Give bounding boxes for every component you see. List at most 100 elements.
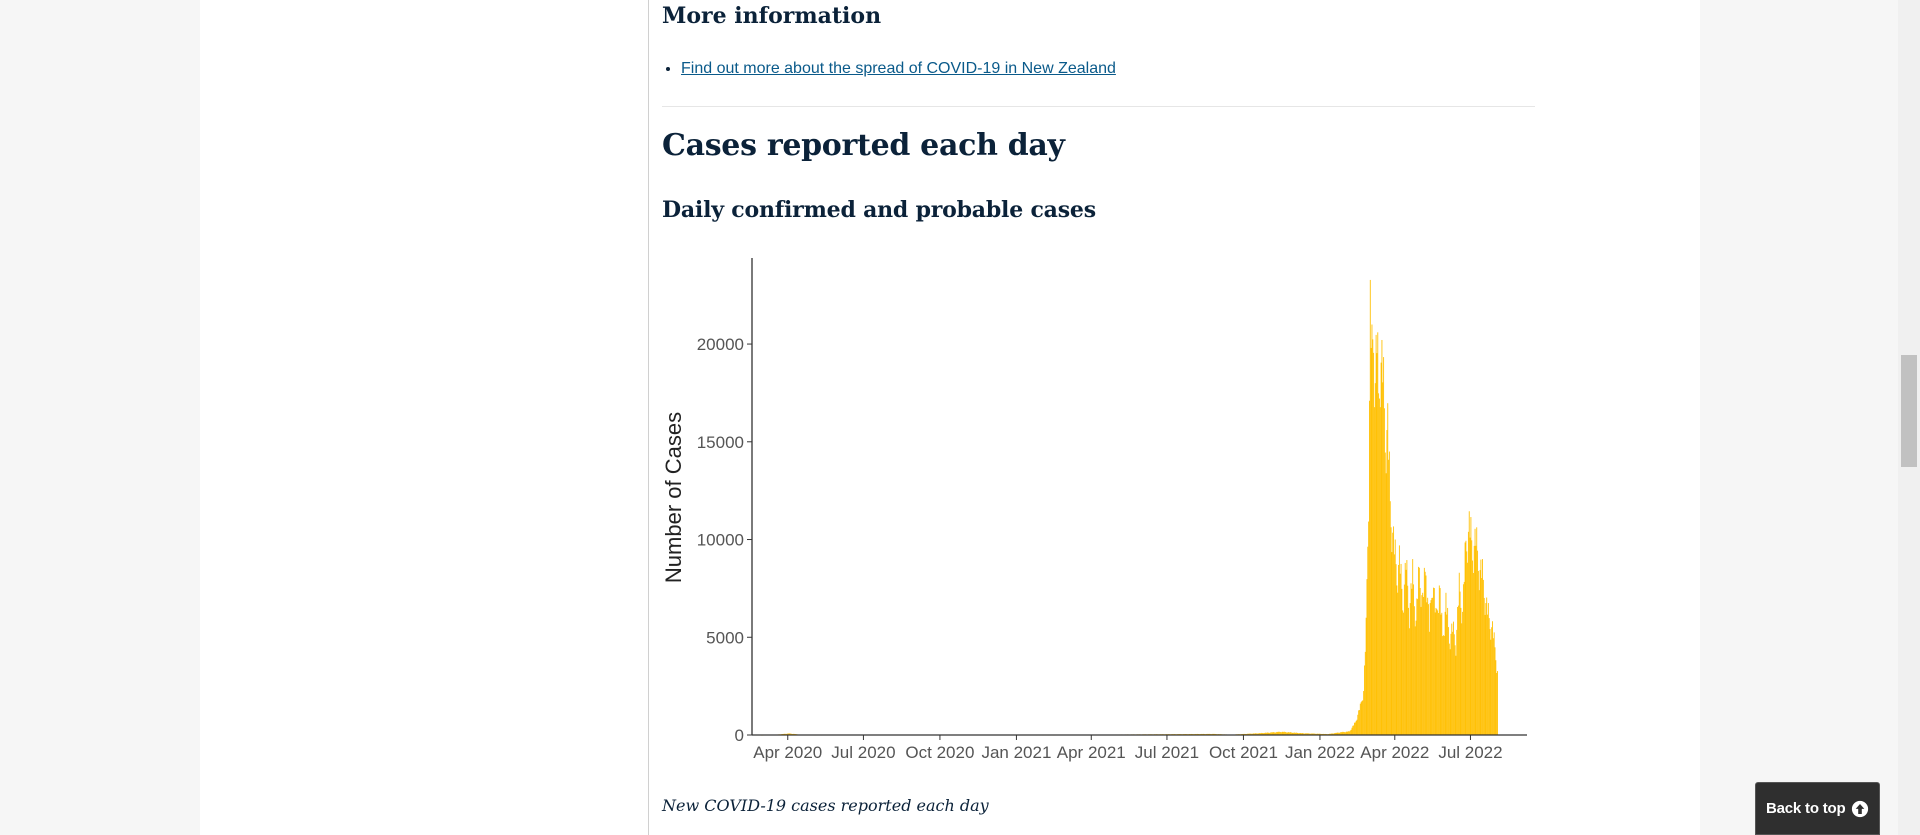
cases-bar [1317, 733, 1319, 735]
cases-bar [1351, 727, 1353, 735]
cases-bar [1378, 398, 1380, 735]
cases-bar [1423, 567, 1425, 735]
y-axis-label: Number of Cases [662, 412, 686, 583]
cases-bar [1449, 649, 1451, 735]
cases-bar [1334, 732, 1336, 735]
cases-bar [1348, 731, 1350, 735]
cases-bar [1485, 603, 1487, 735]
cases-bar [1312, 733, 1314, 735]
cases-bar [1394, 539, 1396, 735]
x-tick-label: Apr 2020 [753, 743, 822, 762]
cases-bar [1383, 357, 1385, 735]
cases-bar [1384, 452, 1386, 735]
cases-bar [1418, 567, 1420, 735]
cases-bar [1494, 647, 1496, 735]
cases-bar [1310, 733, 1312, 735]
cases-bar [1457, 605, 1459, 735]
cases-bar [1444, 611, 1446, 735]
cases-bar [1333, 733, 1335, 735]
bars-layer [761, 279, 1498, 736]
cases-bar [1439, 588, 1441, 735]
cases-bar [1364, 665, 1365, 735]
cases-bar [1454, 645, 1456, 735]
cases-bar [1467, 531, 1469, 735]
cases-bar [1433, 587, 1434, 735]
cases-bar [1462, 584, 1464, 735]
cases-bar [1416, 598, 1418, 735]
cases-bar [1463, 581, 1465, 735]
cases-bar [1482, 579, 1484, 735]
x-tick-label: Jan 2021 [981, 743, 1051, 762]
cases-bar [1374, 407, 1375, 735]
cases-bar [1308, 733, 1310, 735]
cases-bar [1403, 612, 1404, 735]
cases-bar [1459, 591, 1461, 735]
cases-bar [1277, 732, 1279, 735]
cases-bar [1288, 732, 1290, 735]
cases-bar [1270, 732, 1272, 735]
cases-bar [1344, 732, 1346, 735]
cases-bar [1255, 733, 1257, 735]
chart-subtitle: Daily confirmed and probable cases [662, 197, 1096, 223]
chart-caption: New COVID-19 cases reported each day [662, 796, 989, 815]
cases-bar [1391, 552, 1393, 735]
cases-bar [1452, 631, 1454, 735]
cases-bar [1387, 403, 1389, 735]
cases-bar [1407, 585, 1409, 735]
cases-bar [1438, 613, 1439, 735]
cases-bar [1285, 732, 1286, 735]
x-tick-label: Apr 2021 [1057, 743, 1126, 762]
covid-spread-link[interactable]: Find out more about the spread of COVID-… [681, 60, 1116, 77]
cases-bar [1345, 731, 1347, 735]
cases-bar [1401, 588, 1403, 735]
cases-bar [1465, 540, 1467, 735]
cases-bar [1458, 572, 1460, 735]
back-to-top-button[interactable]: Back to top [1755, 782, 1880, 835]
cases-bar [1377, 332, 1379, 735]
y-tick-label: 20000 [697, 335, 744, 354]
section-divider [662, 106, 1535, 107]
cases-bar [1441, 612, 1443, 735]
cases-bar [1461, 623, 1463, 735]
cases-bar [1267, 732, 1269, 735]
cases-bar [1472, 573, 1474, 735]
x-tick-label: Oct 2021 [1209, 743, 1278, 762]
cases-bar [1265, 732, 1266, 735]
cases-bar [1430, 600, 1432, 735]
cases-bar [1273, 732, 1275, 735]
cases-bar [1260, 733, 1261, 735]
page-scrollbar[interactable] [1898, 0, 1920, 835]
cases-bar [1294, 732, 1296, 735]
cases-bar [1340, 732, 1342, 735]
cases-bar [1432, 597, 1434, 735]
cases-bar [1380, 362, 1382, 735]
cases-bar [1402, 610, 1404, 735]
cases-bar [1455, 655, 1457, 735]
cases-bar [1276, 731, 1278, 735]
cases-bar [1350, 729, 1352, 735]
cases-bar [1487, 614, 1488, 735]
cases-bar [1483, 597, 1485, 735]
cases-bar [1392, 532, 1394, 735]
cases-bar [1418, 566, 1419, 735]
scrollbar-thumb[interactable] [1901, 355, 1917, 467]
cases-bar [1446, 614, 1448, 735]
cases-bar [1302, 733, 1304, 735]
cases-bar [1419, 587, 1421, 735]
cases-bar [1488, 618, 1490, 735]
cases-bar [1382, 382, 1384, 735]
cases-bar [1429, 603, 1431, 735]
cases-bar [1480, 559, 1482, 735]
cases-bar [1253, 733, 1255, 735]
cases-bar [1492, 638, 1494, 735]
cases-bar [789, 733, 791, 735]
cases-bar [1404, 562, 1406, 735]
cases-bar [1481, 578, 1483, 735]
cases-bar [1370, 347, 1372, 735]
cases-bar [1435, 607, 1437, 735]
cases-bar [1381, 339, 1383, 735]
cases-bar [1275, 732, 1277, 735]
cases-bar [1280, 732, 1282, 735]
cases-bar [1447, 607, 1449, 735]
cases-bar [1355, 720, 1357, 735]
